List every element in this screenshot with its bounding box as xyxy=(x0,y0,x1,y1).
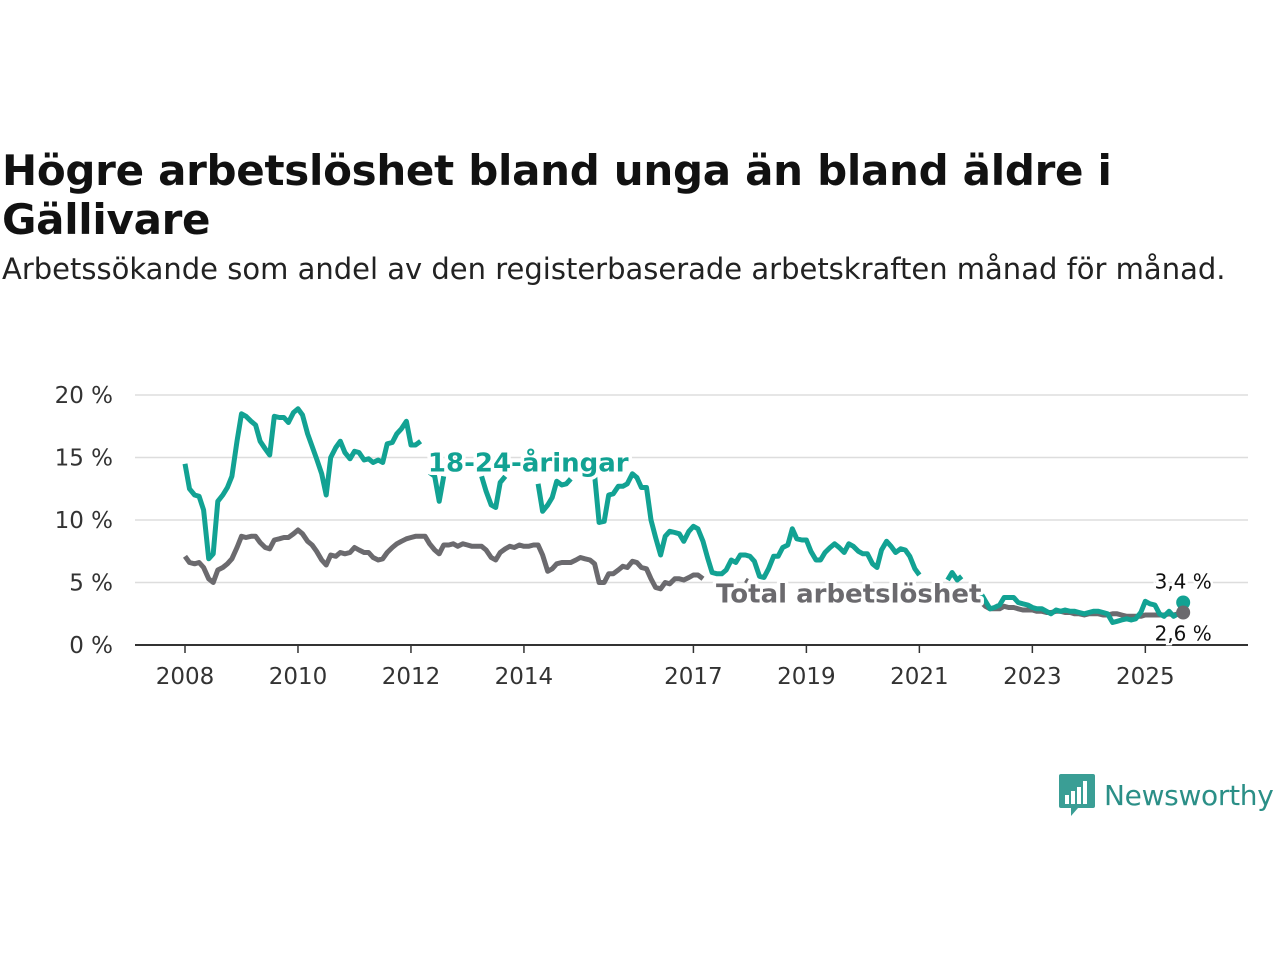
x-tick-label: 2025 xyxy=(1116,664,1175,690)
y-tick-label: 5 % xyxy=(69,571,113,597)
y-gridlines xyxy=(135,394,1248,646)
brand-name: Newsworthy xyxy=(1104,778,1274,812)
series-label: Total arbetslöshet xyxy=(716,580,981,610)
y-tick-label: 0 % xyxy=(69,633,113,659)
x-tick-label: 2010 xyxy=(269,664,328,690)
x-tick-label: 2023 xyxy=(1003,664,1062,690)
series-label: 18-24-åringar xyxy=(428,446,629,478)
y-tick-label: 15 % xyxy=(55,446,113,472)
x-tick-label: 2019 xyxy=(777,664,836,690)
x-tick-label: 2008 xyxy=(156,664,215,690)
y-axis-ticks: 0 % 5 % 10 % 15 % 20 % xyxy=(55,383,113,659)
x-tick-label: 2017 xyxy=(664,664,723,690)
series-labels: 18-24-åringar Total arbetslöshet 3,4 % 2,6 … xyxy=(424,443,1214,648)
end-value-label: 3,4 % xyxy=(1155,570,1212,594)
series-line xyxy=(182,527,1184,619)
chart-title: Högre arbetslöshet bland unga än bland ä… xyxy=(2,146,1112,244)
series-line xyxy=(182,406,1186,625)
y-tick-label: 10 % xyxy=(55,508,113,534)
x-axis-ticks: 2008 2010 2012 2014 2017 2019 2021 2023 2025 xyxy=(156,645,1175,690)
newsworthy-logo[interactable]: Newsworthy xyxy=(1058,772,1274,818)
line-chart: 0 %5 %10 %15 %20 % 2008 2010 2012 2014 2017 2… xyxy=(55,383,1248,690)
chart-subtitle: Arbetssökande som andel av den registerb… xyxy=(2,252,1226,286)
x-tick-label: 2014 xyxy=(495,664,554,690)
x-tick-label: 2012 xyxy=(382,664,441,690)
series-end-dot xyxy=(1176,595,1191,610)
x-tick-label: 2021 xyxy=(890,664,949,690)
y-tick-label: 20 % xyxy=(55,383,113,409)
series-end-dot xyxy=(1176,605,1191,620)
end-value-label: 2,6 % xyxy=(1155,622,1212,646)
bar-chart-speech-bubble-icon xyxy=(1059,774,1095,816)
series-lines xyxy=(182,406,1191,625)
